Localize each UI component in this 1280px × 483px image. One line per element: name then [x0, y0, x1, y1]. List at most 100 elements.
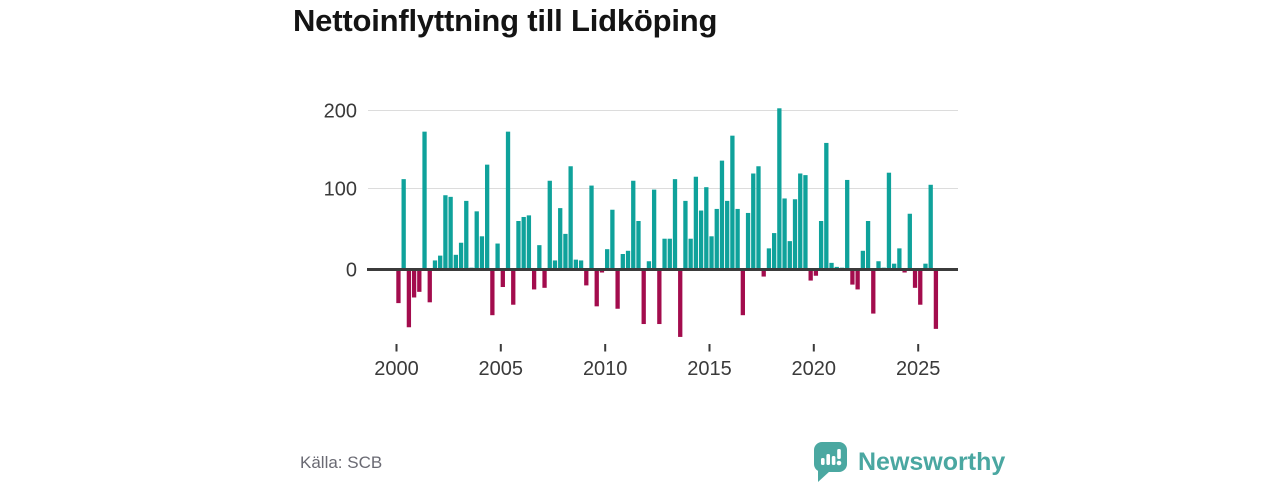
- source-attribution: Källa: SCB: [300, 453, 383, 472]
- quarter-bar: [897, 248, 902, 270]
- newsworthy-speech-bubble-icon: [814, 442, 847, 482]
- quarter-bar: [792, 199, 798, 270]
- quarter-bar: [688, 238, 693, 270]
- quarter-bar: [490, 269, 495, 316]
- quarter-bar: [657, 269, 662, 325]
- quarter-bar: [505, 131, 511, 270]
- quarter-bar: [516, 221, 521, 270]
- quarter-bar: [479, 236, 485, 270]
- quarter-bar: [589, 185, 594, 270]
- x-tick-label-2025: 2025: [896, 358, 941, 380]
- quarter-bar: [636, 221, 641, 270]
- quarter-bar: [719, 160, 725, 270]
- quarter-bar: [531, 269, 537, 290]
- quarter-bar: [500, 269, 505, 288]
- quarter-bar: [928, 184, 933, 270]
- x-tick-label-2010: 2010: [583, 358, 628, 380]
- quarter-bar: [907, 213, 912, 270]
- quarter-bar: [495, 243, 500, 270]
- quarter-bar: [552, 260, 558, 270]
- quarter-bar: [464, 200, 469, 270]
- quarter-bar: [698, 210, 704, 270]
- quarter-bar: [714, 208, 719, 270]
- quarter-bar: [772, 233, 777, 270]
- quarter-bar: [782, 198, 787, 270]
- quarter-bar: [855, 269, 860, 290]
- quarter-bar: [865, 221, 871, 270]
- quarter-bar: [740, 269, 745, 316]
- quarter-bar: [798, 173, 803, 270]
- newsworthy-logo[interactable]: Newsworthy: [813, 441, 1005, 483]
- quarter-bar: [662, 238, 667, 270]
- page-title: Nettoinflyttning till Lidköping: [293, 3, 718, 38]
- quarter-bar: [876, 261, 881, 270]
- quarter-bar: [620, 254, 625, 270]
- quarter-bar: [438, 255, 443, 270]
- quarter-bar: [458, 242, 464, 270]
- quarter-bar: [813, 269, 819, 276]
- quarter-bar: [912, 269, 918, 288]
- y-tick-label-100: 100: [324, 179, 357, 201]
- quarter-bar: [417, 269, 422, 292]
- quarter-bar: [871, 269, 876, 314]
- y-tick-label-200: 200: [324, 101, 357, 123]
- quarter-bar: [521, 216, 526, 270]
- quarter-bar: [422, 131, 427, 270]
- x-tick-label-2020: 2020: [792, 358, 837, 380]
- quarter-bar: [918, 269, 923, 305]
- quarter-bar: [573, 259, 579, 270]
- quarter-bar: [615, 269, 620, 309]
- quarter-bar: [709, 236, 714, 270]
- quarter-bar: [850, 269, 855, 285]
- quarter-bar: [787, 241, 792, 270]
- mini-bar-chart-glyph: [821, 449, 842, 466]
- quarter-bar: [751, 173, 756, 270]
- quarter-bar: [485, 164, 490, 270]
- x-tick-label-2005: 2005: [479, 358, 524, 380]
- quarter-bar: [761, 269, 766, 277]
- quarter-bar: [537, 245, 542, 270]
- quarter-bar: [625, 250, 631, 270]
- quarter-bar: [605, 249, 610, 270]
- x-tick-label-2015: 2015: [687, 358, 732, 380]
- speech-bubble-tail: [818, 469, 830, 482]
- quarter-bar: [427, 269, 432, 303]
- quarter-bar: [563, 233, 568, 270]
- quarter-bar: [892, 263, 897, 270]
- quarter-bar: [432, 260, 438, 270]
- quarter-bar: [511, 269, 516, 305]
- quarter-bar: [641, 269, 646, 325]
- quarter-bar: [631, 180, 636, 270]
- quarter-bar: [845, 179, 850, 270]
- quarter-bar: [448, 196, 453, 270]
- x-axis-ticks: [395, 344, 920, 352]
- quarter-bar: [651, 189, 657, 270]
- quarter-bar: [584, 269, 589, 286]
- x-tick-label-2000: 2000: [374, 358, 419, 380]
- speech-bubble: [814, 442, 847, 472]
- quarter-bar: [818, 221, 824, 270]
- quarter-bar: [824, 142, 829, 270]
- quarter-bar: [396, 269, 401, 304]
- quarter-bar: [766, 248, 772, 270]
- quarter-bar: [678, 269, 683, 337]
- quarter-bar: [808, 269, 813, 281]
- quarter-bar: [558, 208, 563, 270]
- quarter-bar: [542, 269, 547, 288]
- quarter-bar: [829, 262, 834, 270]
- quarter-bar: [683, 200, 688, 270]
- quarter-bar: [777, 108, 782, 270]
- quarter-bar: [745, 212, 751, 270]
- quarter-bar: [411, 269, 417, 298]
- quarter-bar: [735, 208, 740, 270]
- exclamation-stem: [837, 449, 841, 459]
- quarter-bar: [547, 180, 552, 270]
- quarter-bar: [667, 238, 672, 270]
- quarter-bar: [453, 254, 458, 270]
- quarter-bar: [704, 187, 709, 270]
- quarter-bar: [594, 269, 599, 307]
- quarter-bar: [803, 175, 808, 270]
- quarter-bar: [860, 250, 865, 270]
- quarter-bar: [725, 200, 730, 270]
